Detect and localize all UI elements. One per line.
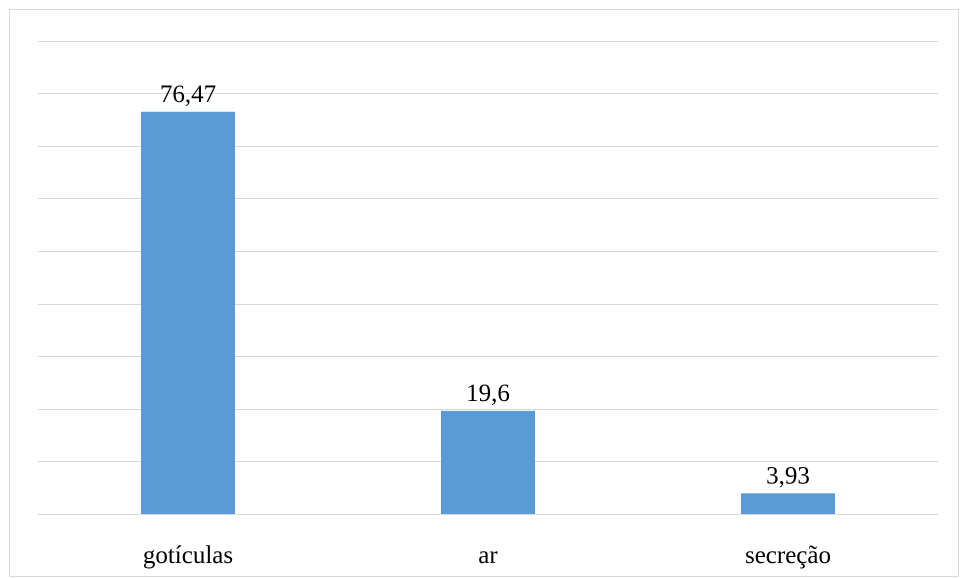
bar-2 — [741, 493, 835, 514]
category-label-2: secreção — [745, 542, 831, 569]
bars — [141, 111, 835, 515]
data-label-0: 76,47 — [160, 81, 216, 108]
category-tick-labels: gotículas ar secreção — [143, 542, 831, 569]
category-label-0: gotículas — [143, 542, 233, 569]
data-label-1: 19,6 — [466, 380, 510, 407]
data-labels: 76,47 19,6 3,93 — [160, 81, 810, 490]
bar-0 — [141, 111, 235, 515]
data-label-2: 3,93 — [766, 462, 810, 489]
bar-1 — [441, 410, 535, 514]
category-label-1: ar — [478, 542, 498, 569]
